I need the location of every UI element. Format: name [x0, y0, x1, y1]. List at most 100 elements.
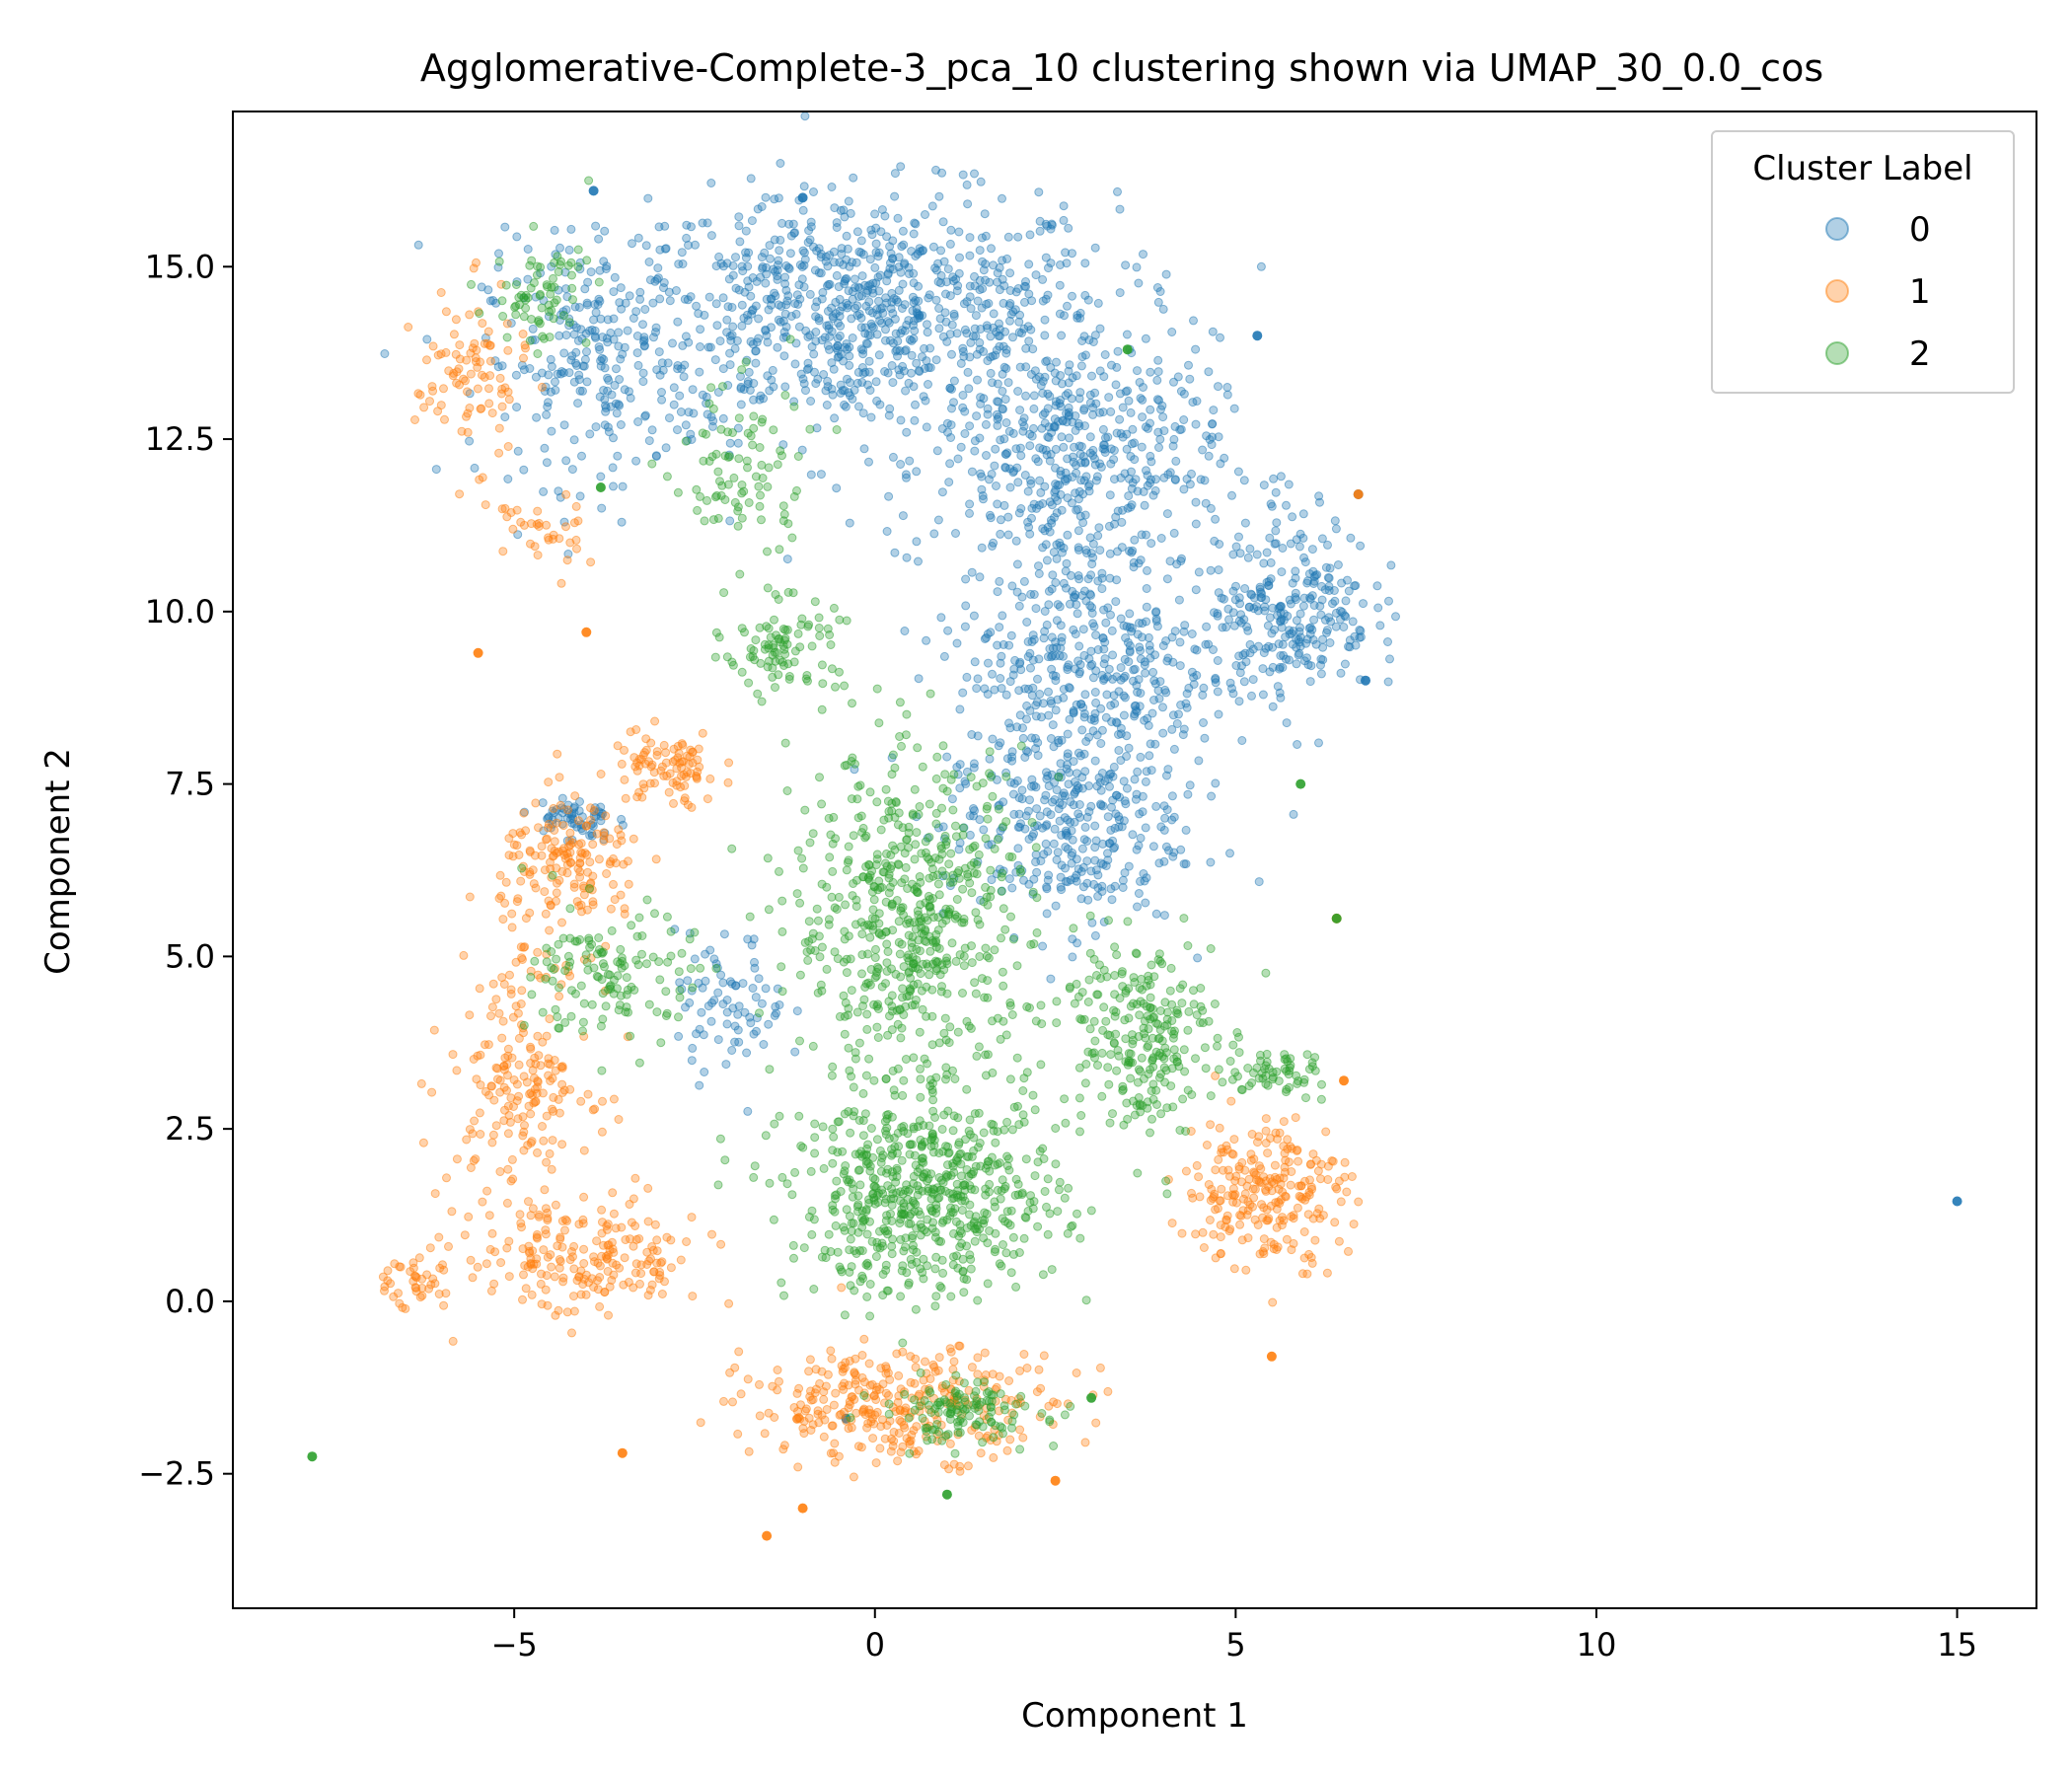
data-point: [441, 347, 451, 357]
data-point: [1330, 516, 1340, 526]
data-point: [882, 232, 892, 242]
data-point: [827, 1354, 837, 1364]
data-point: [1041, 253, 1051, 262]
data-point: [797, 853, 807, 863]
data-point: [615, 298, 625, 308]
data-point: [749, 379, 759, 388]
data-point: [925, 895, 934, 905]
data-point: [1016, 741, 1026, 751]
data-point: [850, 274, 859, 284]
data-point: [1293, 740, 1302, 749]
data-point: [844, 1010, 852, 1020]
data-point: [508, 1012, 518, 1022]
data-point: [669, 798, 678, 808]
data-point: [1151, 801, 1161, 811]
data-point: [1344, 1246, 1353, 1256]
data-point: [1194, 567, 1204, 577]
data-point: [793, 846, 803, 855]
data-point: [488, 979, 498, 989]
data-point: [1068, 934, 1077, 944]
data-point: [1064, 660, 1073, 670]
data-point: [733, 438, 743, 448]
data-point: [801, 386, 810, 396]
data-point: [1269, 1244, 1279, 1254]
data-point: [617, 1447, 628, 1458]
data-point: [1310, 1235, 1320, 1245]
data-point: [512, 841, 522, 851]
series-0: [380, 111, 1962, 1424]
data-point: [1143, 565, 1151, 575]
data-point: [1204, 1180, 1214, 1189]
data-point: [882, 958, 892, 968]
data-point: [1268, 1297, 1278, 1307]
data-point: [588, 840, 598, 850]
data-point: [1264, 580, 1274, 590]
data-point: [539, 1136, 549, 1146]
data-point: [460, 1230, 470, 1240]
data-point: [900, 300, 910, 310]
data-point: [1130, 438, 1140, 448]
data-point: [1056, 396, 1066, 405]
data-point: [1243, 553, 1253, 562]
data-point: [737, 300, 747, 310]
data-point: [995, 319, 1003, 329]
data-point: [1136, 876, 1145, 886]
data-point: [773, 1385, 782, 1395]
data-point: [1266, 557, 1276, 567]
data-point: [1266, 1201, 1276, 1211]
data-point: [1216, 1232, 1225, 1242]
data-point: [1101, 433, 1110, 443]
data-point: [1148, 667, 1158, 677]
data-point: [828, 1421, 838, 1431]
data-point: [1116, 663, 1126, 673]
data-point: [946, 849, 956, 858]
data-point: [439, 1265, 449, 1275]
data-point: [891, 346, 901, 356]
data-point: [1053, 848, 1063, 857]
data-point: [574, 370, 584, 380]
data-point: [657, 395, 667, 405]
data-point: [1070, 789, 1079, 799]
data-point: [1082, 549, 1091, 557]
data-point: [1199, 683, 1209, 693]
data-point: [609, 1094, 619, 1104]
data-point: [954, 845, 964, 854]
data-point: [462, 1135, 472, 1145]
data-point: [925, 902, 935, 912]
data-point: [548, 1136, 557, 1146]
data-point: [881, 335, 890, 345]
data-point: [746, 336, 756, 346]
data-point: [583, 1089, 593, 1099]
data-point: [1060, 791, 1070, 801]
data-point: [1136, 752, 1146, 762]
data-point: [987, 244, 996, 254]
data-point: [1093, 891, 1103, 901]
data-point: [955, 704, 965, 714]
data-point: [992, 481, 1000, 490]
data-point: [983, 409, 993, 419]
data-point: [523, 245, 533, 254]
data-point: [852, 1202, 862, 1212]
data-point: [463, 387, 472, 397]
data-point: [969, 611, 979, 621]
data-point: [654, 1274, 664, 1284]
data-point: [734, 1001, 744, 1011]
data-point: [1091, 1418, 1101, 1428]
data-point: [519, 808, 529, 818]
data-point: [805, 838, 815, 848]
data-point: [786, 231, 796, 241]
data-point: [1073, 526, 1083, 536]
data-point: [649, 333, 658, 342]
data-point: [1131, 475, 1141, 484]
data-point: [998, 193, 1006, 203]
data-point: [1141, 333, 1150, 343]
data-point: [1170, 476, 1180, 484]
data-point: [747, 216, 757, 226]
data-point: [1111, 597, 1121, 607]
data-point: [1015, 1366, 1025, 1375]
data-point: [681, 420, 691, 430]
data-point: [909, 382, 919, 392]
data-point: [559, 851, 569, 859]
data-point: [478, 1197, 487, 1207]
data-point: [512, 403, 522, 412]
